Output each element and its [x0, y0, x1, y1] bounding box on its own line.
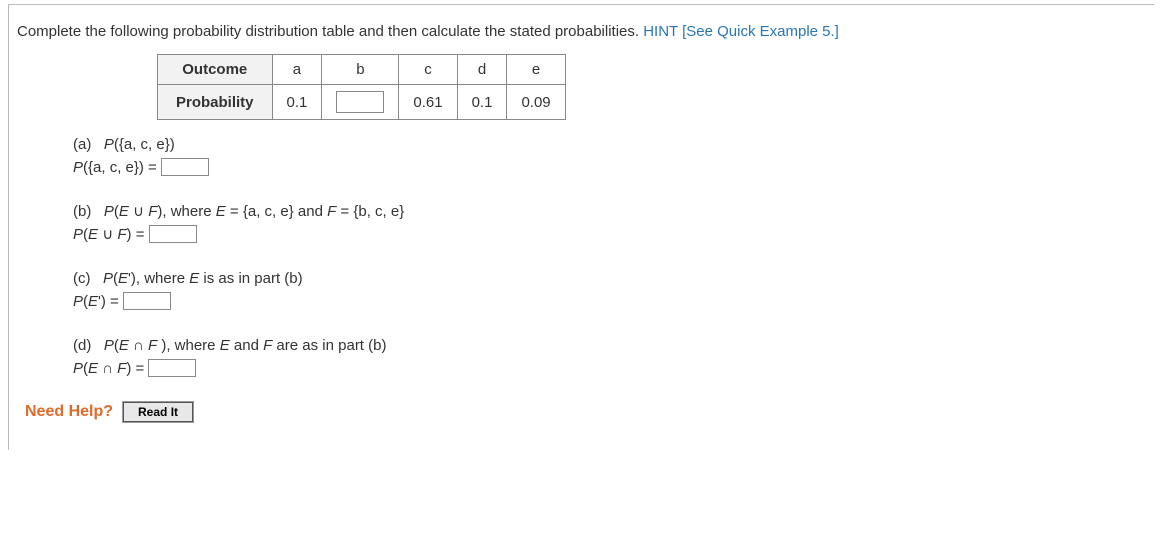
distribution-table: Outcome a b c d e Probability 0.1 0.61 0…: [157, 54, 566, 120]
outcome-cell: a: [272, 55, 322, 85]
part-d-label: (d) P(E ∩ F ), where E and F are as in p…: [73, 337, 386, 354]
table-row: Probability 0.1 0.61 0.1 0.09: [158, 85, 566, 120]
part-d-input[interactable]: [148, 359, 196, 377]
part-c-label: (c) P(E'), where E is as in part (b): [73, 270, 303, 287]
part-a-lhs: P({a, c, e}) =: [73, 159, 161, 176]
part-c-input[interactable]: [123, 292, 171, 310]
part-b: (b) P(E ∪ F), where E = {a, c, e} and F …: [73, 201, 1146, 246]
outcome-cell: b: [322, 55, 399, 85]
outcome-cell: e: [507, 55, 565, 85]
read-it-button[interactable]: Read It: [123, 402, 193, 422]
part-b-input[interactable]: [149, 225, 197, 243]
prompt-text: Complete the following probability distr…: [17, 23, 643, 40]
prob-b-input[interactable]: [336, 91, 384, 113]
part-c-lhs: P(E') =: [73, 293, 123, 310]
part-d-lhs: P(E ∩ F) =: [73, 360, 148, 377]
prob-cell: 0.1: [272, 85, 322, 120]
part-d: (d) P(E ∩ F ), where E and F are as in p…: [73, 335, 1146, 380]
part-b-label: (b) P(E ∪ F), where E = {a, c, e} and F …: [73, 203, 404, 220]
need-help-label: Need Help?: [25, 403, 113, 421]
prob-cell: 0.1: [457, 85, 507, 120]
prob-cell: 0.61: [399, 85, 457, 120]
table-row: Outcome a b c d e: [158, 55, 566, 85]
question-container: Complete the following probability distr…: [8, 4, 1154, 450]
part-b-lhs: P(E ∪ F) =: [73, 226, 149, 243]
part-a-input[interactable]: [161, 158, 209, 176]
prob-cell: [322, 85, 399, 120]
part-a-label: (a) P({a, c, e}): [73, 136, 175, 153]
outcome-header: Outcome: [158, 55, 273, 85]
hint-link[interactable]: HINT [See Quick Example 5.]: [643, 23, 839, 40]
outcome-cell: d: [457, 55, 507, 85]
probability-header: Probability: [158, 85, 273, 120]
part-c: (c) P(E'), where E is as in part (b) P(E…: [73, 268, 1146, 313]
prob-cell: 0.09: [507, 85, 565, 120]
outcome-cell: c: [399, 55, 457, 85]
need-help-row: Need Help? Read It: [25, 402, 1146, 422]
question-prompt: Complete the following probability distr…: [17, 23, 1146, 40]
part-a: (a) P({a, c, e}) P({a, c, e}) =: [73, 134, 1146, 179]
